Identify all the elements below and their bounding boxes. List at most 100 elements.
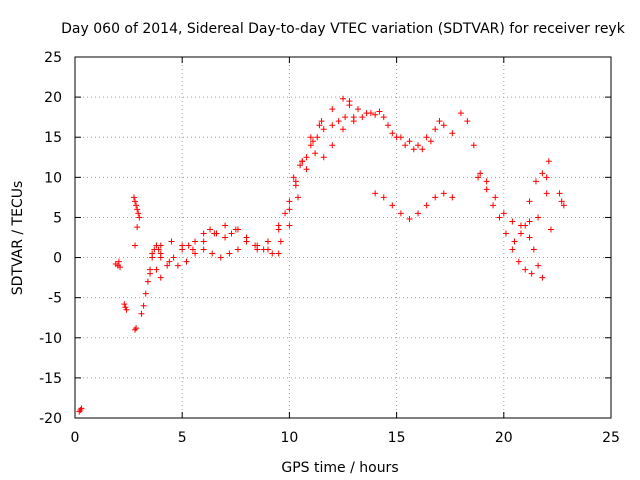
y-tick-label: -5 bbox=[48, 291, 62, 307]
data-point bbox=[517, 230, 524, 237]
data-point bbox=[192, 238, 199, 245]
y-tick-label: -15 bbox=[39, 371, 62, 387]
data-point bbox=[436, 118, 443, 125]
plot-frame bbox=[74, 56, 612, 419]
data-point bbox=[234, 246, 241, 253]
data-point bbox=[483, 186, 490, 193]
data-point bbox=[200, 238, 207, 245]
y-tick-label: -10 bbox=[39, 331, 62, 347]
data-point bbox=[543, 190, 550, 197]
data-point bbox=[530, 246, 537, 253]
data-point bbox=[133, 202, 140, 209]
data-point bbox=[492, 194, 499, 201]
data-point bbox=[477, 170, 484, 177]
data-point bbox=[316, 122, 323, 129]
data-point bbox=[135, 210, 142, 217]
data-point bbox=[539, 170, 546, 177]
data-point bbox=[232, 226, 239, 233]
data-point bbox=[209, 250, 216, 257]
data-point bbox=[432, 126, 439, 133]
data-points bbox=[76, 95, 567, 415]
data-point bbox=[526, 198, 533, 205]
data-point bbox=[136, 214, 143, 221]
data-point bbox=[483, 178, 490, 185]
data-point bbox=[340, 95, 346, 102]
data-point bbox=[149, 250, 156, 257]
data-point bbox=[329, 122, 336, 129]
data-point bbox=[286, 206, 293, 213]
data-point bbox=[511, 238, 518, 245]
data-point bbox=[515, 258, 522, 265]
data-point bbox=[410, 146, 417, 153]
data-point bbox=[314, 134, 321, 141]
data-point bbox=[153, 266, 160, 273]
data-point bbox=[254, 246, 261, 253]
data-point bbox=[320, 126, 327, 133]
data-point bbox=[211, 230, 218, 237]
data-point bbox=[294, 194, 301, 201]
data-point bbox=[312, 150, 319, 157]
data-point bbox=[423, 134, 430, 141]
x-tick-label: 15 bbox=[388, 430, 406, 446]
y-tick-label: -20 bbox=[39, 411, 62, 427]
data-point bbox=[350, 118, 357, 125]
data-point bbox=[307, 134, 314, 141]
data-point bbox=[157, 274, 164, 281]
y-tick-label: 0 bbox=[53, 251, 62, 267]
data-point bbox=[147, 270, 154, 277]
data-point bbox=[200, 246, 207, 253]
data-point bbox=[380, 194, 387, 201]
y-tick-label: 20 bbox=[44, 90, 62, 106]
data-point bbox=[389, 202, 396, 209]
data-point bbox=[402, 142, 409, 149]
data-point bbox=[243, 238, 250, 245]
data-point bbox=[134, 224, 141, 231]
data-point bbox=[535, 214, 542, 221]
data-point bbox=[309, 138, 316, 145]
data-point bbox=[299, 158, 306, 165]
data-point bbox=[340, 126, 346, 133]
data-point bbox=[192, 250, 199, 257]
data-point bbox=[359, 114, 366, 121]
data-point bbox=[286, 222, 293, 229]
data-point bbox=[532, 178, 539, 185]
data-point bbox=[329, 106, 336, 113]
data-point bbox=[440, 122, 447, 129]
data-point bbox=[222, 222, 229, 229]
data-point bbox=[440, 190, 447, 197]
data-point bbox=[522, 222, 529, 229]
x-tick-label: 25 bbox=[602, 430, 620, 446]
data-point bbox=[166, 258, 173, 265]
data-point bbox=[170, 254, 177, 261]
data-point bbox=[168, 238, 175, 245]
data-point bbox=[427, 138, 434, 145]
data-point bbox=[155, 246, 162, 253]
data-point bbox=[130, 194, 137, 201]
data-point bbox=[207, 226, 214, 233]
data-point bbox=[185, 242, 192, 249]
data-point bbox=[367, 110, 374, 117]
data-point bbox=[490, 202, 497, 209]
data-point bbox=[535, 262, 542, 269]
data-point bbox=[157, 254, 164, 261]
x-tick-label: 20 bbox=[495, 430, 513, 446]
data-point bbox=[303, 154, 310, 161]
data-point bbox=[290, 174, 297, 181]
data-point bbox=[522, 266, 529, 273]
data-point bbox=[228, 230, 235, 237]
data-point bbox=[282, 210, 289, 217]
data-point bbox=[78, 405, 85, 412]
x-tick-label: 10 bbox=[280, 430, 298, 446]
x-axis-label: GPS time / hours bbox=[281, 460, 398, 476]
data-point bbox=[275, 250, 282, 257]
data-point bbox=[419, 146, 426, 153]
data-point bbox=[320, 154, 327, 161]
data-point bbox=[307, 142, 314, 149]
data-point bbox=[415, 210, 422, 217]
data-point bbox=[509, 218, 516, 225]
data-point bbox=[269, 250, 276, 257]
chart-title: Day 060 of 2014, Sidereal Day-to-day VTE… bbox=[61, 21, 626, 37]
data-point bbox=[432, 194, 439, 201]
data-point bbox=[496, 214, 503, 221]
